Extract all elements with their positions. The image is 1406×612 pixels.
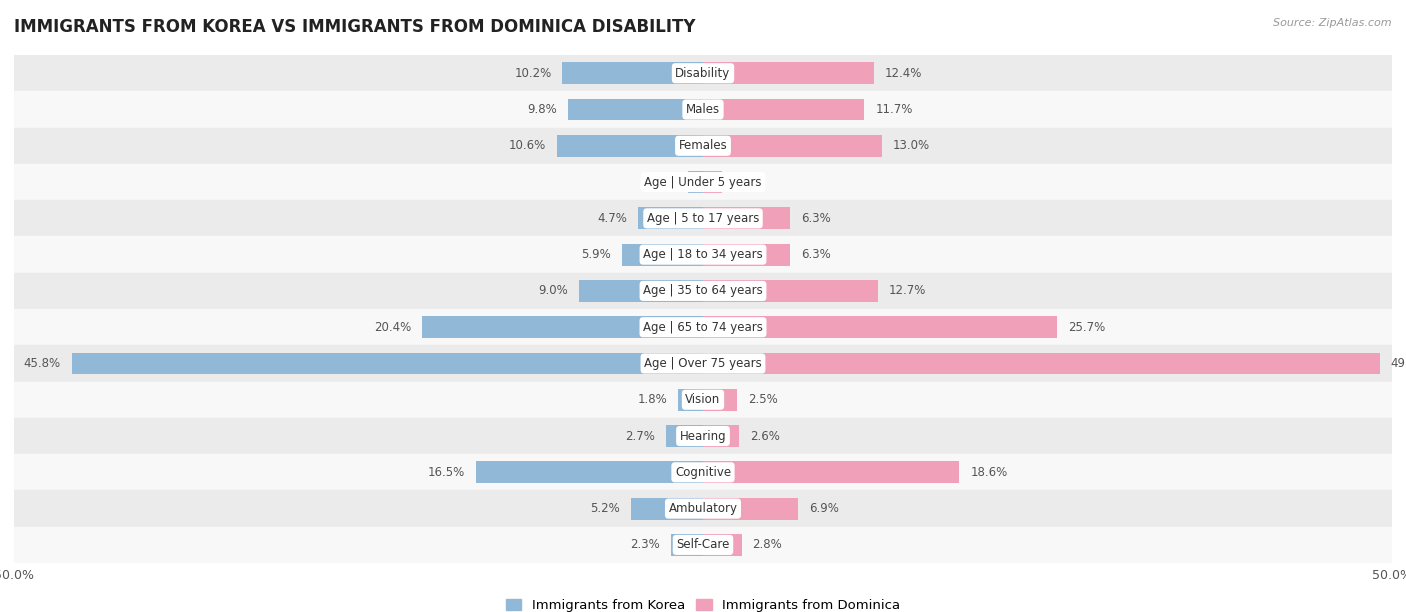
Text: Hearing: Hearing — [679, 430, 727, 442]
Bar — [14, 418, 1392, 454]
Text: IMMIGRANTS FROM KOREA VS IMMIGRANTS FROM DOMINICA DISABILITY: IMMIGRANTS FROM KOREA VS IMMIGRANTS FROM… — [14, 18, 696, 36]
Text: Age | 18 to 34 years: Age | 18 to 34 years — [643, 248, 763, 261]
Bar — [14, 382, 1392, 418]
Bar — [14, 236, 1392, 273]
Text: 2.3%: 2.3% — [630, 539, 661, 551]
Text: 10.2%: 10.2% — [515, 67, 551, 80]
Bar — [14, 345, 1392, 382]
Bar — [703, 425, 738, 447]
Text: 1.8%: 1.8% — [637, 394, 668, 406]
Bar — [703, 244, 790, 266]
Bar — [621, 244, 703, 266]
Bar — [14, 309, 1392, 345]
Bar — [14, 55, 1392, 91]
Bar — [703, 389, 738, 411]
Text: 2.7%: 2.7% — [624, 430, 655, 442]
Text: Ambulatory: Ambulatory — [668, 502, 738, 515]
Text: 5.2%: 5.2% — [591, 502, 620, 515]
Text: 16.5%: 16.5% — [427, 466, 464, 479]
Text: Age | 5 to 17 years: Age | 5 to 17 years — [647, 212, 759, 225]
Bar — [14, 527, 1392, 563]
Text: 49.1%: 49.1% — [1391, 357, 1406, 370]
Bar — [14, 91, 1392, 128]
Text: 25.7%: 25.7% — [1069, 321, 1105, 334]
Text: 20.4%: 20.4% — [374, 321, 411, 334]
Bar — [475, 461, 703, 483]
Bar — [568, 99, 703, 121]
Bar — [14, 273, 1392, 309]
Text: Cognitive: Cognitive — [675, 466, 731, 479]
Bar — [703, 353, 1379, 375]
Bar — [688, 171, 703, 193]
Bar — [703, 534, 741, 556]
Bar — [579, 280, 703, 302]
Text: 1.1%: 1.1% — [647, 176, 676, 188]
Bar — [14, 200, 1392, 236]
Text: Self-Care: Self-Care — [676, 539, 730, 551]
Text: 5.9%: 5.9% — [581, 248, 610, 261]
Bar — [703, 280, 877, 302]
Bar — [671, 534, 703, 556]
Text: Vision: Vision — [685, 394, 721, 406]
Bar — [631, 498, 703, 520]
Text: 2.6%: 2.6% — [749, 430, 780, 442]
Bar — [703, 171, 723, 193]
Text: 6.9%: 6.9% — [808, 502, 839, 515]
Text: 18.6%: 18.6% — [970, 466, 1008, 479]
Text: 9.8%: 9.8% — [527, 103, 557, 116]
Bar — [72, 353, 703, 375]
Text: Disability: Disability — [675, 67, 731, 80]
Bar — [14, 164, 1392, 200]
Text: Age | Under 5 years: Age | Under 5 years — [644, 176, 762, 188]
Bar — [703, 461, 959, 483]
Bar — [703, 62, 875, 84]
Bar — [666, 425, 703, 447]
Text: Males: Males — [686, 103, 720, 116]
Bar — [14, 490, 1392, 527]
Text: Age | 65 to 74 years: Age | 65 to 74 years — [643, 321, 763, 334]
Text: 10.6%: 10.6% — [509, 140, 546, 152]
Text: 12.7%: 12.7% — [889, 285, 927, 297]
Text: 2.5%: 2.5% — [748, 394, 778, 406]
Text: Age | Over 75 years: Age | Over 75 years — [644, 357, 762, 370]
Bar — [638, 207, 703, 230]
Text: 45.8%: 45.8% — [24, 357, 60, 370]
Bar — [703, 498, 799, 520]
Text: 6.3%: 6.3% — [801, 212, 831, 225]
Bar — [557, 135, 703, 157]
Text: 13.0%: 13.0% — [893, 140, 931, 152]
Bar — [703, 135, 882, 157]
Bar — [703, 316, 1057, 338]
Bar — [422, 316, 703, 338]
Bar — [703, 207, 790, 230]
Text: 2.8%: 2.8% — [752, 539, 782, 551]
Text: 11.7%: 11.7% — [875, 103, 912, 116]
Text: Females: Females — [679, 140, 727, 152]
Text: 12.4%: 12.4% — [884, 67, 922, 80]
Bar — [14, 128, 1392, 164]
Legend: Immigrants from Korea, Immigrants from Dominica: Immigrants from Korea, Immigrants from D… — [501, 594, 905, 612]
Text: 9.0%: 9.0% — [538, 285, 568, 297]
Text: Source: ZipAtlas.com: Source: ZipAtlas.com — [1274, 18, 1392, 28]
Bar — [14, 454, 1392, 490]
Text: 4.7%: 4.7% — [598, 212, 627, 225]
Text: Age | 35 to 64 years: Age | 35 to 64 years — [643, 285, 763, 297]
Text: 1.4%: 1.4% — [734, 176, 763, 188]
Bar — [562, 62, 703, 84]
Bar — [703, 99, 865, 121]
Text: 6.3%: 6.3% — [801, 248, 831, 261]
Bar — [678, 389, 703, 411]
